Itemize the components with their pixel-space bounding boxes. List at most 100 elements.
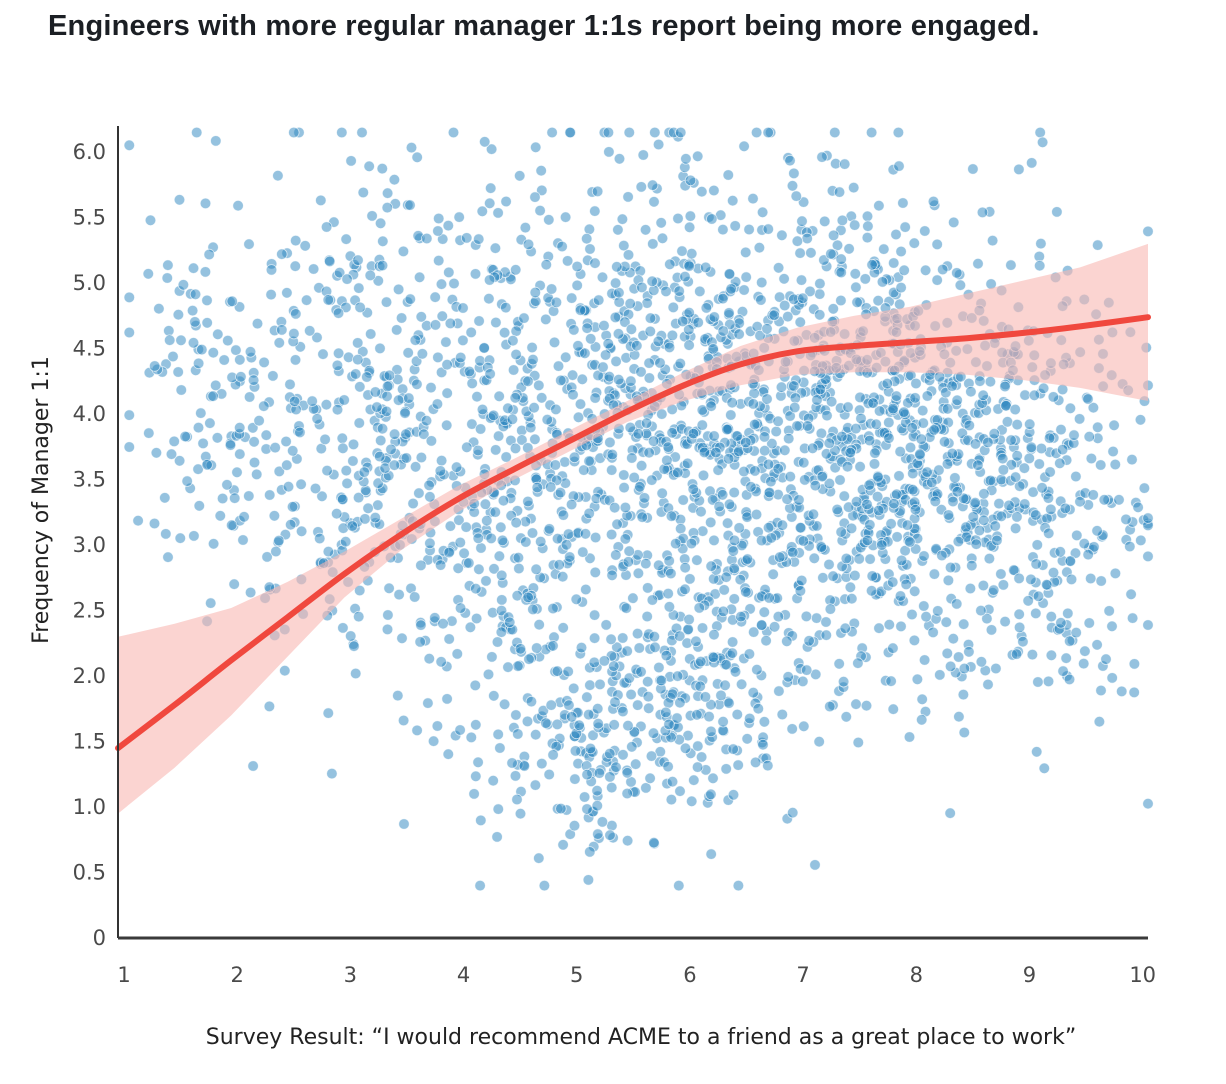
scatter-point (1071, 529, 1083, 542)
scatter-point (369, 386, 382, 398)
scatter-point (161, 272, 174, 284)
scatter-point (692, 740, 704, 752)
scatter-point (383, 582, 395, 595)
scatter-point (251, 468, 263, 481)
scatter-point (478, 342, 490, 354)
scatter-point (997, 464, 1010, 476)
scatter-point (123, 441, 136, 453)
scatter-point (543, 768, 555, 781)
scatter-point (618, 239, 630, 252)
scatter-point (708, 430, 720, 442)
scatter-point (1125, 588, 1137, 601)
scatter-point (705, 516, 717, 529)
scatter-point (641, 610, 653, 623)
scatter-point (581, 322, 593, 334)
scatter-point (415, 451, 428, 464)
scatter-point (1005, 434, 1017, 446)
scatter-point (526, 527, 539, 539)
scatter-point (679, 270, 691, 283)
scatter-point (756, 276, 768, 289)
scatter-point (705, 400, 717, 412)
scatter-point (179, 430, 191, 443)
scatter-point (238, 511, 250, 523)
scatter-point (721, 423, 733, 436)
scatter-point (646, 474, 658, 486)
scatter-point (978, 514, 990, 527)
scatter-point (415, 559, 427, 572)
scatter-point (1023, 418, 1036, 430)
scatter-point (562, 665, 574, 678)
scatter-point (527, 603, 539, 616)
scatter-point (606, 569, 618, 582)
scatter-point (506, 757, 518, 769)
scatter-point (207, 538, 220, 550)
scatter-point (758, 716, 771, 728)
scatter-point (622, 556, 635, 568)
scatter-point (196, 343, 208, 356)
scatter-point (707, 343, 719, 355)
scatter-point (148, 360, 161, 372)
scatter-point (224, 439, 237, 451)
scatter-point (451, 648, 464, 660)
scatter-point (474, 423, 487, 435)
scatter-point (898, 406, 910, 418)
scatter-point (861, 498, 873, 511)
scatter-point (465, 731, 478, 744)
scatter-point (854, 461, 866, 473)
scatter-point (496, 594, 508, 606)
scatter-point (429, 291, 441, 303)
scatter-point (466, 418, 478, 430)
scatter-point (573, 719, 585, 732)
scatter-point (1038, 762, 1051, 775)
scatter-point (201, 294, 213, 307)
scatter-point (1091, 239, 1104, 251)
scatter-point (604, 747, 616, 760)
scatter-point (472, 532, 485, 545)
scatter-point (392, 689, 404, 702)
scatter-point (600, 619, 612, 631)
scatter-point (276, 324, 288, 336)
scatter-point (432, 351, 444, 364)
scatter-point (863, 479, 875, 491)
scatter-point (814, 277, 826, 290)
scatter-point (694, 680, 706, 693)
y-tick-label: 1.5 (73, 730, 106, 754)
scatter-point (975, 604, 987, 617)
scatter-point (673, 879, 685, 892)
scatter-point (518, 312, 530, 324)
scatter-point (420, 415, 433, 427)
scatter-point (509, 392, 522, 404)
scatter-point (1042, 675, 1055, 688)
scatter-point (835, 266, 847, 279)
scatter-point (460, 521, 472, 533)
scatter-point (776, 229, 788, 242)
scatter-point (842, 501, 855, 513)
scatter-point (504, 616, 516, 629)
scatter-point (1134, 414, 1147, 426)
scatter-point (611, 641, 623, 654)
scatter-point (578, 464, 590, 476)
scatter-point (690, 635, 702, 648)
scatter-point (914, 448, 926, 460)
scatter-point (569, 745, 582, 757)
scatter-point (162, 259, 174, 271)
scatter-point (572, 340, 584, 352)
scatter-point (864, 519, 876, 531)
scatter-point (616, 213, 629, 225)
scatter-point (491, 831, 503, 843)
scatter-point (231, 466, 243, 479)
scatter-point (666, 688, 679, 700)
scatter-point (402, 347, 414, 359)
scatter-point (824, 700, 836, 713)
scatter-point (273, 534, 285, 547)
scatter-point (218, 354, 230, 366)
scatter-point (1095, 575, 1107, 587)
scatter-point (484, 368, 496, 380)
scatter-point (514, 643, 527, 655)
scatter-point (247, 422, 259, 434)
scatter-point (617, 632, 629, 644)
scatter-point (639, 224, 652, 236)
scatter-point (1045, 610, 1058, 623)
scatter-point (783, 432, 795, 445)
y-tick-label: 3.0 (73, 533, 106, 557)
